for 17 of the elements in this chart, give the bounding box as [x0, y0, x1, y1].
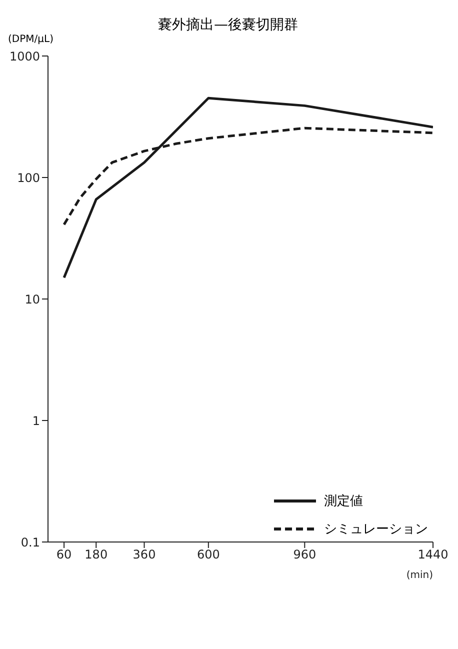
line-series	[62, 96, 433, 279]
legend-label: 測定値	[324, 493, 363, 510]
x-tick-label: 180	[84, 548, 108, 562]
y-tick-label: 0.1	[20, 535, 40, 550]
legend-label: シミュレーション	[324, 521, 428, 538]
y-tick-label: 10	[24, 292, 40, 306]
x-tick-label: 600	[196, 548, 220, 562]
x-tick-label: 60	[56, 548, 72, 562]
x-tick-label: 1440	[418, 548, 448, 562]
y-tick-label: 100	[17, 170, 40, 185]
y-axis-title: (DPM/μL)	[8, 34, 54, 45]
y-tick-label: 1	[32, 414, 40, 428]
x-axis-title: (min)	[406, 570, 434, 581]
y-tick-label: 1000	[9, 49, 40, 64]
x-tick-label: 960	[293, 548, 316, 562]
chart-title: 嚢外摘出—後嚢切開群	[157, 16, 299, 34]
x-tick-label: 360	[132, 548, 156, 562]
